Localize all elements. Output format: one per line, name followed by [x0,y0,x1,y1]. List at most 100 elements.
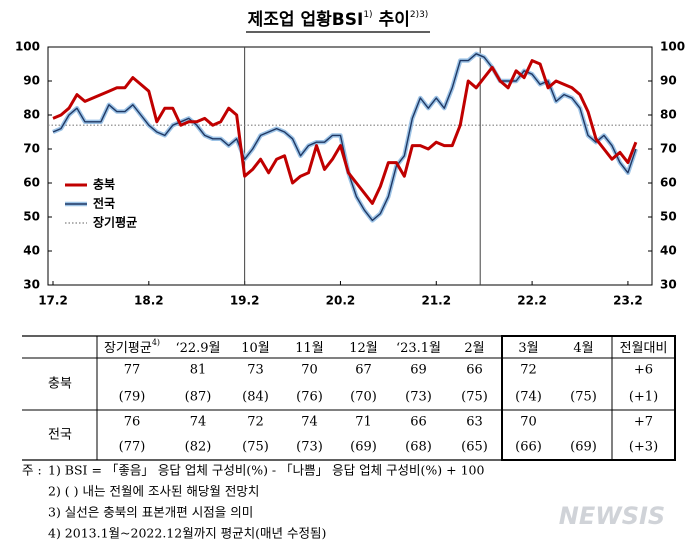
note-item: 2) ( ) 내는 전월에 조사된 해당월 전망치 [48,484,259,499]
row-label: 충북 [48,377,72,392]
table-cell-forecast: (82) [185,440,212,455]
table-cell: 74 [190,415,207,430]
x-tick-label: 17.2 [38,294,68,308]
table-cell-forecast: (+3) [629,440,658,455]
y2-tick-label: 70 [660,142,677,156]
table-cell-forecast: (75) [242,440,269,455]
title-suffix: 추이 [379,10,410,30]
y-tick-label: 80 [23,108,40,122]
table-cell: 69 [410,363,427,378]
table-cell-forecast: (77) [119,440,146,455]
column-header: 12월 [349,341,378,356]
legend-label: 전국 [93,196,115,211]
table-cell-forecast: (73) [405,390,432,405]
plot-frame [47,46,653,286]
x-tick-label: 18.2 [134,294,164,308]
note-item: 4) 2013.1월~2022.12월까지 평균치(매년 수정됨) [48,526,326,541]
column-header: ‘23.1월 [396,341,441,356]
table-cell: 74 [301,415,318,430]
y2-tick-label: 40 [660,244,677,258]
title-text: 제조업 업황BSI [248,10,364,30]
table-cell: 81 [190,363,207,378]
table-cell: 63 [466,415,483,430]
column-header-text: 전월대비 [620,341,668,356]
table-cell: 77 [124,363,141,378]
x-tick-label: 22.2 [517,294,547,308]
table-cell: 66 [410,415,427,430]
table-cell: 70 [520,415,537,430]
note-item: 1) BSI = 「좋음」 응답 업체 구성비(%) - 「나쁨」 응답 업체 … [48,463,485,478]
y-tick-label: 40 [23,244,40,258]
y2-tick-label: 60 [660,176,677,190]
x-tick-label: 20.2 [326,294,356,308]
column-header: 10월 [241,341,270,356]
table-cell-forecast: (87) [185,390,212,405]
note-item: 3) 실선은 충북의 표본개편 시점을 의미 [48,505,253,520]
table-cell-forecast: (75) [461,390,488,405]
x-tick-label: 19.2 [230,294,260,308]
title-note: 1) [363,10,372,20]
column-header-text: 2월 [464,341,484,356]
table-cell-forecast: (69) [350,440,377,455]
y-tick-label: 50 [23,210,40,224]
column-header-text: 3월 [518,341,538,356]
chart-title: 제조업 업황BSI1) 추이2)3) [248,10,429,31]
y-tick-label: 90 [23,74,40,88]
column-header: 2월 [464,341,484,356]
row-label: 전국 [48,428,72,443]
table-cell: 72 [247,415,264,430]
table-cell-forecast: (65) [461,440,488,455]
column-header: 장기평균4) [104,338,160,356]
table-cell-forecast: (75) [570,390,597,405]
table-cell-forecast: (66) [515,440,542,455]
column-header-text: 12월 [349,341,378,356]
column-header-text: ‘22.9월 [175,341,220,356]
y-tick-label: 70 [23,142,40,156]
table-cell-forecast: (73) [296,440,323,455]
column-header: 4월 [573,341,593,356]
watermark: NEWSIS [559,502,665,530]
series-line [52,59,638,205]
y-tick-label: 100 [15,40,40,54]
table-cell: 70 [301,363,318,378]
y2-tick-label: 100 [660,40,685,54]
table-cell-forecast: (76) [296,390,323,405]
column-header-note: 4) [152,338,160,347]
x-tick-label: 23.2 [613,294,643,308]
table-cell: 76 [124,415,141,430]
table-cell-forecast: (70) [350,390,377,405]
table-cell: +7 [634,415,653,430]
legend-label: 장기평균 [93,215,137,230]
y2-tick-label: 80 [660,108,677,122]
column-header: 전월대비 [620,341,668,356]
table-cell-forecast: (79) [119,390,146,405]
column-header: 11월 [295,341,324,356]
column-header-text: 4월 [573,341,593,356]
table-cell-forecast: (74) [515,390,542,405]
table-cell-forecast: (68) [405,440,432,455]
table-cell: 66 [466,363,483,378]
legend-label: 충북 [93,177,115,192]
y2-tick-label: 90 [660,74,677,88]
table-cell-forecast: (84) [242,390,269,405]
table-cell: +6 [634,363,653,378]
column-header: ‘22.9월 [175,341,220,356]
column-header-text: 10월 [241,341,270,356]
notes-prefix: 주 : [22,463,42,478]
y2-tick-label: 50 [660,210,677,224]
table-cell-forecast: (69) [570,440,597,455]
column-header-text: 11월 [295,341,324,356]
column-header: 3월 [518,341,538,356]
table-highlight-box [501,335,676,461]
table-cell: 73 [247,363,264,378]
table-cell: 72 [520,363,537,378]
table-cell: 71 [355,415,372,430]
table-cell-forecast: (+1) [629,390,658,405]
y-tick-label: 30 [23,278,40,292]
y2-tick-label: 30 [660,278,677,292]
table-cell: 67 [355,363,372,378]
title-suffix-note: 2)3) [410,10,428,20]
column-header-text: ‘23.1월 [396,341,441,356]
